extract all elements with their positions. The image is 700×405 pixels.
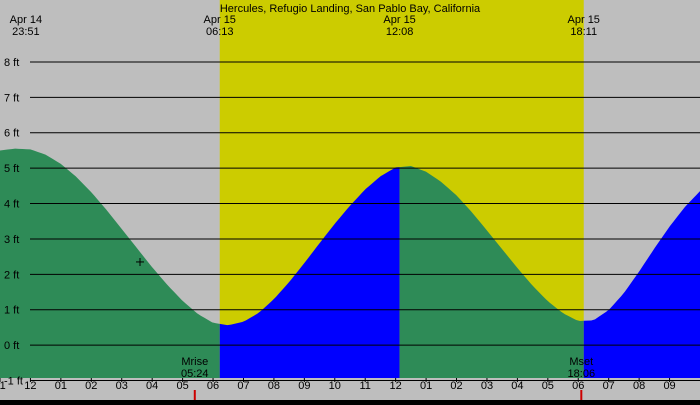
y-tick-label: 0 ft	[4, 340, 19, 352]
hour-tick-label: 04	[146, 380, 158, 392]
hour-tick-label: 11	[360, 380, 371, 392]
hour-tick-label: 07	[237, 380, 249, 392]
y-tick-label: 1 ft	[4, 305, 19, 317]
hour-tick-label: 08	[268, 380, 280, 392]
extreme-date-label: Apr 15	[383, 14, 415, 26]
hour-tick-label: 05	[542, 380, 554, 392]
hour-tick-label: 11	[0, 380, 6, 392]
marker-layer	[136, 257, 144, 266]
hour-tick-label: 06	[207, 380, 219, 392]
extreme-time-label: 06:13	[206, 26, 234, 38]
hour-tick-label: 01	[55, 380, 67, 392]
rising-tide-area	[219, 167, 400, 378]
hour-tick-label: 02	[450, 380, 462, 392]
y-tick-label: 2 ft	[4, 269, 19, 281]
hour-tick-label: 06	[572, 380, 584, 392]
tide-area-layer	[0, 148, 700, 378]
rising-tide-area	[583, 191, 700, 378]
extreme-date-label: Apr 15	[568, 14, 600, 26]
hour-tick-label: 12	[24, 380, 36, 392]
y-tick-label: 5 ft	[4, 163, 19, 175]
y-tick-labels: -1 ft 0 ft 1 ft 2 ft 3 ft 4 ft 5 ft 6 ft 7 ft 8 f…	[4, 57, 23, 388]
extreme-date-label: Apr 14	[10, 14, 42, 26]
hour-tick-label: 03	[481, 380, 493, 392]
axis-strip	[0, 378, 700, 400]
extreme-time-label: 12:08	[386, 26, 414, 38]
hour-tick-label: 01	[420, 380, 432, 392]
extreme-time-label: 18:11	[570, 26, 597, 38]
chart-title: Hercules, Refugio Landing, San Pablo Bay…	[220, 3, 481, 15]
hour-tick-label: 03	[116, 380, 128, 392]
hour-tick-label: 09	[663, 380, 675, 392]
hour-tick-label: 04	[511, 380, 523, 392]
y-tick-label: 6 ft	[4, 128, 19, 140]
extreme-time-label: 23:51	[12, 26, 40, 38]
hour-tick-label: 02	[85, 380, 97, 392]
hour-tick-label: 12	[390, 380, 402, 392]
moon-event-time: 18:06	[568, 368, 596, 380]
hour-tick-labels: 11 12 01 02 03 04 05 06 07 08 09 10 11 12 01 02 03 04 05 06…	[0, 378, 676, 392]
hour-tick-label: 07	[603, 380, 615, 392]
y-tick-label: 3 ft	[4, 234, 19, 246]
y-tick-label: 7 ft	[4, 92, 19, 104]
moon-event-name: Mset	[569, 356, 593, 368]
moon-event-name: Mrise	[181, 356, 208, 368]
hour-tick-label: 08	[633, 380, 645, 392]
y-tick-label: -1 ft	[4, 376, 23, 388]
falling-tide-area	[0, 148, 220, 378]
moon-event-time: 05:24	[181, 368, 209, 380]
extreme-date-label: Apr 15	[204, 14, 236, 26]
y-tick-label: 8 ft	[4, 57, 19, 69]
falling-tide-area	[399, 166, 584, 378]
hour-tick-label: 05	[176, 380, 188, 392]
hour-tick-label: 09	[298, 380, 310, 392]
hour-tick-label: 10	[329, 380, 341, 392]
y-tick-label: 4 ft	[4, 199, 19, 211]
